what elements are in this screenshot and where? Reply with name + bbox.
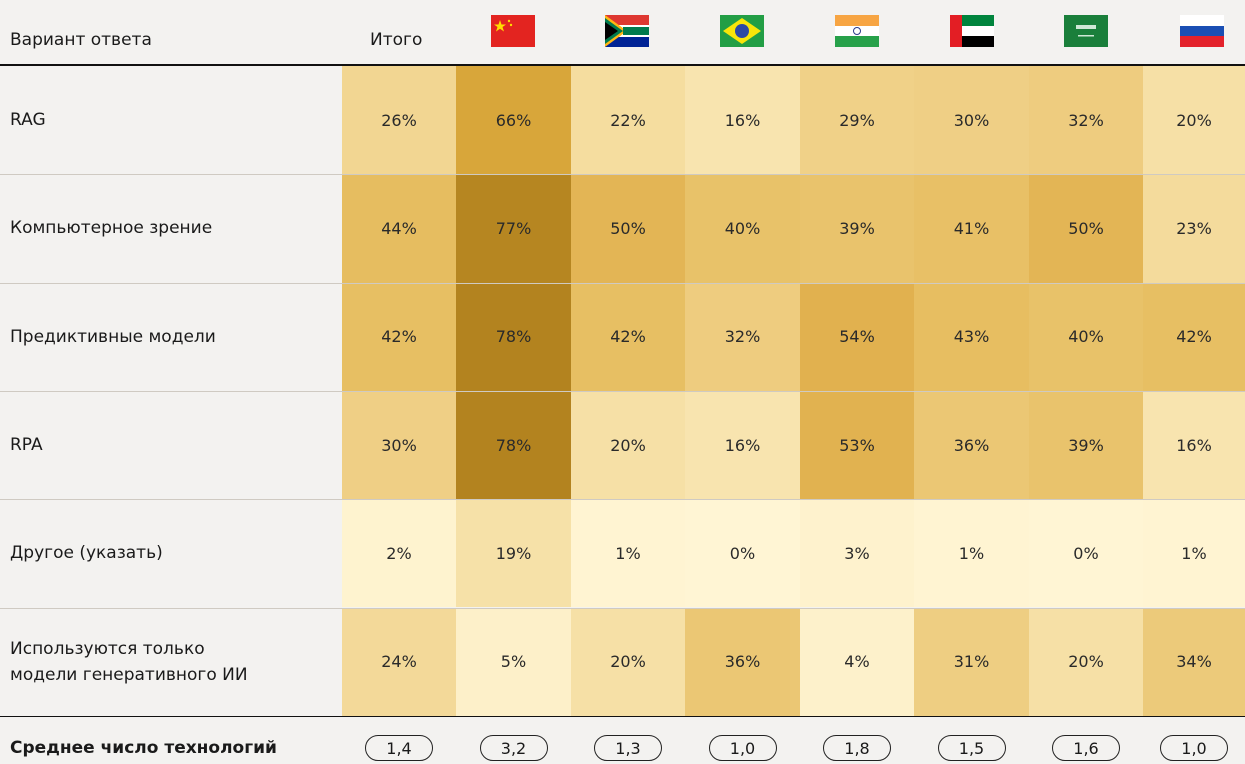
heat-cell: 4% (800, 607, 914, 716)
average-pill: 1,3 (594, 735, 662, 761)
heat-cell: 43% (914, 282, 1029, 391)
row-separator (0, 607, 1245, 609)
heat-cell: 16% (1143, 390, 1245, 500)
heat-cell: 31% (914, 607, 1029, 716)
heat-cell: 20% (571, 390, 685, 500)
heat-cell: 53% (800, 390, 914, 500)
heat-cell: 19% (456, 499, 571, 608)
heat-cell: 42% (342, 282, 456, 391)
row-separator (0, 499, 1245, 501)
heat-cell: 16% (685, 390, 800, 500)
average-pill: 1,5 (937, 735, 1006, 761)
average-pill: 3,2 (479, 735, 548, 761)
header-total: Итого (370, 30, 423, 50)
heat-cell: 23% (1143, 174, 1245, 283)
heat-cell: 42% (1143, 282, 1245, 391)
heat-cell: 40% (1029, 282, 1143, 391)
row-separator (0, 390, 1245, 392)
heat-cell: 54% (800, 282, 914, 391)
heat-cell: 0% (1029, 499, 1143, 608)
heat-cell: 22% (571, 66, 685, 175)
heat-cell: 78% (456, 282, 571, 391)
heat-cell: 20% (571, 607, 685, 716)
heat-cell: 44% (342, 174, 456, 283)
heat-cell: 2% (342, 499, 456, 608)
heat-cell: 1% (1143, 499, 1245, 608)
flag-uae (950, 15, 994, 47)
heat-cell: 41% (914, 174, 1029, 283)
heat-cell: 32% (1029, 66, 1143, 175)
row-label: RPA (10, 435, 43, 456)
average-pill: 1,6 (1052, 735, 1120, 761)
heat-cell: 1% (571, 499, 685, 608)
heat-cell: 34% (1143, 607, 1245, 716)
flag-india (835, 15, 879, 47)
row-label: Используются только модели генеративного… (10, 638, 248, 685)
heat-cell: 77% (456, 174, 571, 283)
flag-south-africa (605, 15, 649, 47)
heat-cell: 39% (800, 174, 914, 283)
flag-brazil (720, 15, 764, 47)
heat-cell: 78% (456, 390, 571, 500)
flag-saudi-arabia (1064, 15, 1108, 47)
heat-cell: 20% (1143, 66, 1245, 175)
footer-rule (0, 716, 1245, 717)
row-separator (0, 174, 1245, 176)
heat-cell: 40% (685, 174, 800, 283)
heat-cell: 5% (456, 607, 571, 716)
heat-cell: 30% (342, 390, 456, 500)
row-label: Компьютерное зрение (10, 218, 213, 239)
heat-cell: 20% (1029, 607, 1143, 716)
heat-cell: 50% (1029, 174, 1143, 283)
flag-russia (1180, 15, 1224, 47)
row-separator (0, 282, 1245, 284)
heat-cell: 36% (685, 607, 800, 716)
heat-cell: 36% (914, 390, 1029, 500)
heat-cell: 30% (914, 66, 1029, 175)
heat-cell: 42% (571, 282, 685, 391)
heat-cell: 26% (342, 66, 456, 175)
heat-cell: 0% (685, 499, 800, 608)
row-label: Предиктивные модели (10, 326, 216, 347)
heat-cell: 16% (685, 66, 800, 175)
heat-cell: 1% (914, 499, 1029, 608)
average-pill: 1,0 (708, 735, 777, 761)
header-rule (0, 64, 1245, 66)
heat-cell: 50% (571, 174, 685, 283)
flag-china (491, 15, 535, 47)
heat-cell: 39% (1029, 390, 1143, 500)
heat-cell: 32% (685, 282, 800, 391)
average-pill: 1,8 (823, 735, 891, 761)
header-label: Вариант ответа (10, 30, 152, 50)
heat-cell: 66% (456, 66, 571, 175)
footer-label: Среднее число технологий (10, 738, 277, 758)
average-pill: 1,4 (365, 735, 433, 761)
row-label: Другое (указать) (10, 543, 163, 564)
heat-cell: 3% (800, 499, 914, 608)
row-label: RAG (10, 110, 46, 131)
heat-cell: 24% (342, 607, 456, 716)
average-pill: 1,0 (1160, 735, 1228, 761)
heat-cell: 29% (800, 66, 914, 175)
